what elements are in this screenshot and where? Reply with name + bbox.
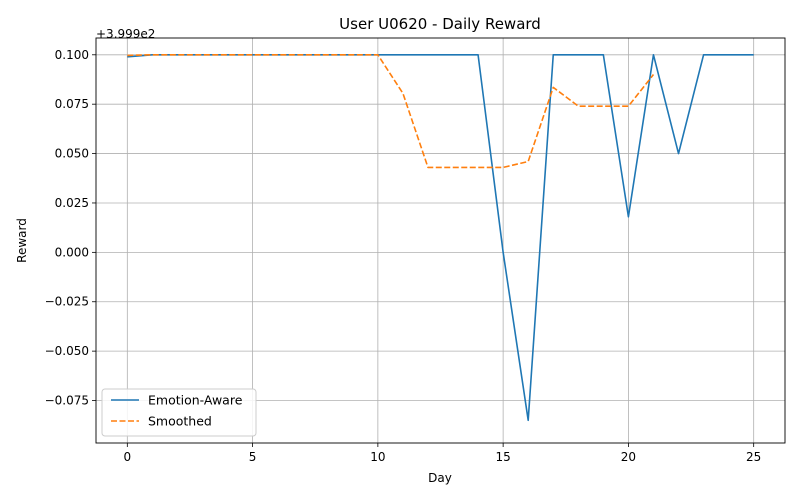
- grid: [96, 38, 785, 443]
- plot-area: [96, 38, 785, 443]
- x-tick-label: 15: [495, 450, 510, 464]
- x-axis-ticks: 0 5 10 15 20 25: [123, 443, 761, 464]
- legend-label: Smoothed: [148, 414, 212, 429]
- x-tick-label: 10: [370, 450, 385, 464]
- y-tick-label: 0.075: [55, 97, 89, 111]
- series-line-2: [127, 53, 655, 169]
- y-tick-label: 0.100: [55, 48, 89, 62]
- y-tick-label: −0.075: [45, 394, 89, 408]
- x-tick-label: 25: [746, 450, 761, 464]
- y-tick-label: −0.050: [45, 344, 89, 358]
- x-tick-label: 20: [621, 450, 636, 464]
- x-tick-label: 0: [123, 450, 131, 464]
- plot-frame: [95, 37, 786, 444]
- y-tick-label: 0.050: [55, 147, 89, 161]
- series-lines: [127, 53, 754, 422]
- x-axis-label: Day: [428, 471, 452, 485]
- y-tick-label: 0.000: [55, 245, 89, 259]
- legend-label: Emotion-Aware: [148, 393, 243, 408]
- y-offset-label: +3.999e2: [96, 27, 155, 41]
- legend-box: [101, 388, 257, 437]
- y-tick-label: −0.025: [45, 295, 89, 309]
- y-axis-ticks: −0.075 −0.050 −0.025 0.000 0.025 0.050 0.075 0.…: [45, 48, 96, 408]
- x-tick-label: 5: [249, 450, 257, 464]
- y-axis-label: Reward: [15, 218, 29, 263]
- legend: Emotion-Aware Smoothed: [101, 388, 257, 437]
- y-tick-label: 0.025: [55, 196, 89, 210]
- chart-title: User U0620 - Daily Reward: [339, 15, 541, 33]
